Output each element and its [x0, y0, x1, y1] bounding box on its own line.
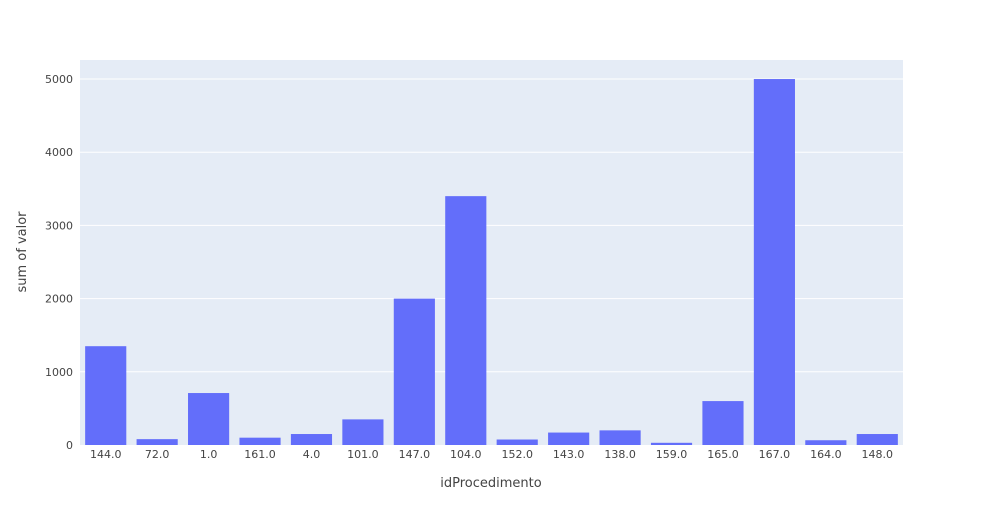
bar: [599, 430, 641, 445]
x-tick-label: 144.0: [90, 448, 122, 461]
y-tick-label: 5000: [45, 73, 73, 86]
x-tick-label: 164.0: [810, 448, 842, 461]
x-tick-label: 101.0: [347, 448, 379, 461]
x-tick-label: 148.0: [862, 448, 894, 461]
bar: [136, 439, 178, 445]
y-tick-label: 1000: [45, 366, 73, 379]
bar: [496, 439, 538, 445]
bar: [239, 437, 281, 445]
x-tick-label: 1.0: [200, 448, 218, 461]
bar: [753, 79, 795, 445]
bar: [805, 440, 847, 445]
y-axis-title: sum of valor: [15, 211, 30, 293]
bar: [290, 434, 333, 445]
bar: [393, 298, 435, 445]
y-tick-label: 3000: [45, 219, 73, 232]
bar: [548, 432, 590, 445]
y-axis-ticks: 0 1000 2000 3000 4000 5000: [45, 73, 73, 452]
x-tick-label: 104.0: [450, 448, 482, 461]
y-tick-label: 0: [66, 439, 73, 452]
x-tick-label: 165.0: [707, 448, 739, 461]
bar: [85, 346, 127, 445]
bar: [702, 401, 744, 445]
bar: [650, 442, 693, 445]
bar: [445, 196, 487, 445]
x-tick-label: 138.0: [604, 448, 636, 461]
bars: [85, 79, 898, 445]
x-tick-label: 152.0: [501, 448, 533, 461]
x-tick-label: 161.0: [244, 448, 276, 461]
x-tick-label: 143.0: [553, 448, 585, 461]
x-tick-label: 159.0: [656, 448, 688, 461]
x-tick-label: 147.0: [399, 448, 431, 461]
bar: [188, 393, 230, 445]
x-tick-label: 72.0: [145, 448, 170, 461]
x-axis-title: idProcedimento: [440, 476, 541, 491]
x-tick-label: 4.0: [303, 448, 321, 461]
bar: [856, 434, 898, 445]
y-tick-label: 4000: [45, 146, 73, 159]
y-tick-label: 2000: [45, 293, 73, 306]
x-tick-label: 167.0: [759, 448, 791, 461]
x-axis-ticks: 144.0 72.0 1.0 161.0 4.0 101.0 147.0 104.0 152.0…: [90, 448, 893, 461]
bar: [342, 419, 384, 445]
